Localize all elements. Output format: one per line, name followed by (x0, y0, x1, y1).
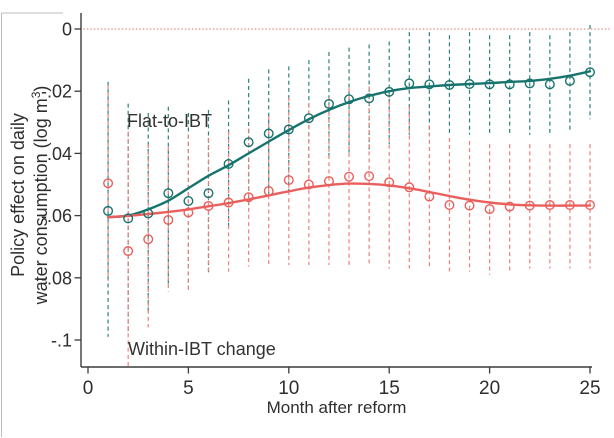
series-label-within-ibt-change: Within-IBT change (128, 339, 276, 359)
marker-flat-to-ibt (384, 86, 395, 97)
fit-line-within-ibt (106, 182, 592, 219)
marker-flat-to-ibt (283, 124, 294, 135)
marker-within-ibt (303, 179, 314, 190)
marker-within-ibt (504, 201, 515, 212)
y-tick-label: 0 (62, 20, 72, 40)
x-tick-label: 0 (83, 378, 94, 399)
marker-within-ibt (283, 175, 294, 186)
x-tick-label: 10 (278, 378, 299, 399)
marker-within-ibt (564, 200, 575, 211)
y-axis-title-superscript: 3 (29, 91, 43, 99)
marker-flat-to-ibt (123, 213, 134, 224)
marker-flat-to-ibt (183, 195, 194, 206)
marker-flat-to-ibt (464, 79, 475, 90)
y-tick-label: -.06 (41, 206, 72, 226)
marker-within-ibt (444, 200, 455, 211)
y-tick-label: -.04 (41, 144, 72, 164)
y-tick-label: -.02 (41, 82, 72, 102)
marker-flat-to-ibt (444, 79, 455, 90)
marker-within-ibt (404, 182, 415, 193)
marker-within-ibt (364, 171, 375, 182)
marker-within-ibt (203, 200, 214, 211)
marker-flat-to-ibt (585, 67, 596, 78)
marker-flat-to-ibt (364, 93, 375, 104)
marker-flat-to-ibt (504, 79, 515, 90)
marker-within-ibt (163, 214, 174, 225)
marker-within-ibt (223, 197, 234, 208)
marker-flat-to-ibt (163, 188, 174, 199)
marker-flat-to-ibt (103, 205, 114, 216)
x-tick-label: 25 (579, 378, 600, 399)
y-axis-title: Policy effect on daily water consumption… (7, 65, 53, 325)
marker-within-ibt (464, 200, 475, 211)
marker-within-ibt (424, 191, 435, 202)
marker-flat-to-ibt (564, 75, 575, 86)
marker-within-ibt (263, 186, 274, 197)
marker-within-ibt (323, 176, 334, 187)
marker-within-ibt (123, 246, 134, 257)
series-label-flat-to-ibt: Flat-to-IBT (127, 111, 213, 131)
marker-within-ibt (183, 207, 194, 218)
marker-flat-to-ibt (424, 79, 435, 90)
marker-flat-to-ibt (303, 113, 314, 124)
fit-line-flat-to-ibt (106, 70, 592, 219)
marker-within-ibt (484, 204, 495, 215)
marker-within-ibt (344, 171, 355, 182)
y-tick-label: -.08 (41, 268, 72, 288)
marker-flat-to-ibt (484, 79, 495, 90)
marker-flat-to-ibt (243, 137, 254, 148)
marker-flat-to-ibt (223, 158, 234, 169)
x-tick-label: 5 (183, 378, 194, 399)
x-axis-title: Month after reform (266, 398, 407, 417)
marker-flat-to-ibt (203, 188, 214, 199)
marker-flat-to-ibt (404, 78, 415, 89)
marker-within-ibt (585, 200, 596, 211)
x-tick-label: 15 (379, 378, 400, 399)
marker-within-ibt (243, 192, 254, 203)
marker-flat-to-ibt (344, 94, 355, 105)
marker-flat-to-ibt (524, 78, 535, 89)
y-axis-title-line2: water consumption (log m3) (29, 85, 51, 305)
x-tick-label: 20 (479, 378, 500, 399)
y-tick-label: -.1 (51, 331, 72, 351)
marker-flat-to-ibt (143, 208, 154, 219)
marker-flat-to-ibt (263, 128, 274, 139)
marker-within-ibt (103, 178, 114, 189)
marker-flat-to-ibt (323, 98, 334, 109)
marker-within-ibt (544, 200, 555, 211)
marker-within-ibt (384, 177, 395, 188)
marker-flat-to-ibt (544, 79, 555, 90)
marker-within-ibt (143, 234, 154, 245)
marker-within-ibt (524, 200, 535, 211)
y-axis-title-line1: Policy effect on daily (8, 113, 28, 277)
